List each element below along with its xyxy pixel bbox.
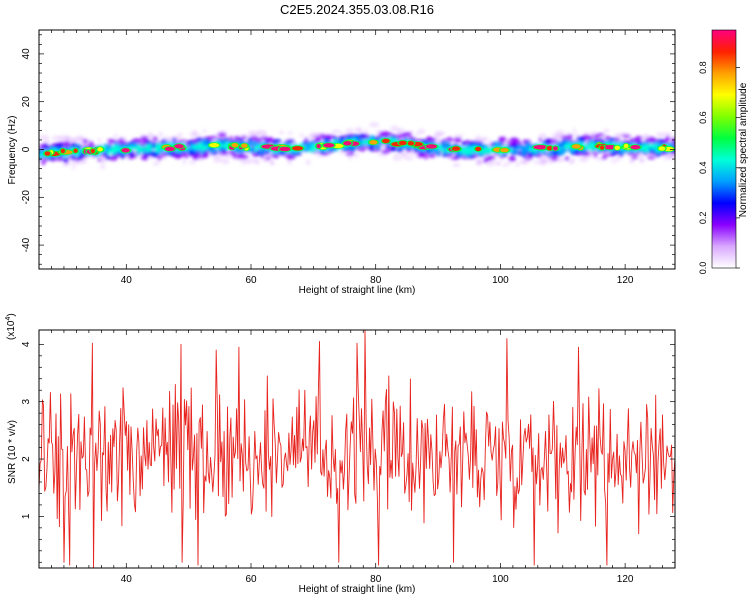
- snr-y-label: SNR (10 * v/v): [7, 420, 18, 484]
- figure-title: C2E5.2024.355.03.08.R16: [280, 2, 434, 17]
- spectrogram-band: [39, 122, 675, 170]
- spectrogram-y-tick-label: -40: [21, 237, 32, 252]
- spectrogram-x-tick-label: 120: [617, 275, 634, 286]
- spectrogram-x-tick-label: 100: [492, 275, 509, 286]
- snr-y-tick-label: 3: [21, 398, 32, 404]
- snr-x-axis: 40 60 80 100 120: [38, 330, 676, 585]
- spectrogram-y-tick-label: 40: [21, 48, 32, 60]
- snr-x-tick-label: 40: [121, 574, 133, 585]
- spectrogram-y-label: Frequency (Hz): [7, 116, 18, 185]
- spectrogram-y-tick-label: 20: [21, 96, 32, 108]
- colorbar: 0.0 0.2 0.4 0.6 0.8 Normalized spectral ampl…: [698, 29, 749, 274]
- snr-x-tick-label: 100: [492, 574, 509, 585]
- snr-x-tick-label: 60: [245, 574, 257, 585]
- snr-x-label: Height of straight line (km): [299, 584, 416, 595]
- spectrogram-y-tick-label: 0: [21, 146, 32, 152]
- snr-x-tick-label: 80: [370, 574, 382, 585]
- spectrogram-x-tick-label: 40: [121, 275, 133, 286]
- spectrogram-y-tick-label: -20: [21, 190, 32, 205]
- spectrogram-x-label: Height of straight line (km): [299, 285, 416, 296]
- snr-y-tick-label: 4: [21, 341, 32, 347]
- spectrogram-y-axis: -40 -20 0 20 40: [21, 34, 675, 265]
- spectrogram-x-axis: 40 60 80 100 120: [38, 30, 676, 286]
- spectrogram-x-tick-label: 80: [370, 275, 382, 286]
- colorbar-label: Normalized spectral amplitude: [738, 82, 749, 217]
- snr-frame: [38, 329, 676, 569]
- colorbar-tick-label: 0.6: [698, 111, 708, 124]
- colorbar-tick-label: 0.4: [698, 162, 708, 175]
- svg-text:(x104): (x104): [5, 313, 17, 340]
- snr-scale-base: (x10: [6, 320, 17, 340]
- snr-scale-exp: 4: [5, 317, 12, 321]
- spectrogram-x-tick-label: 60: [245, 275, 257, 286]
- colorbar-tick-label: 0.8: [698, 61, 708, 74]
- colorbar-tick-label: 0.2: [698, 212, 708, 225]
- snr-x-tick-label: 120: [617, 574, 634, 585]
- snr-scale-label: (x104): [5, 313, 17, 340]
- snr-y-tick-label: 1: [21, 513, 32, 519]
- spectrogram-panel: 40 60 80 100 120 -40 -20 0 20 40 Height of strai…: [7, 29, 676, 296]
- colorbar-gradient: [711, 29, 737, 269]
- snr-series-line: [39, 330, 675, 568]
- snr-y-tick-label: 2: [21, 456, 32, 462]
- colorbar-tick-label: 0.0: [698, 262, 708, 275]
- colorbar-ticks: 0.0 0.2 0.4 0.6 0.8: [698, 61, 740, 274]
- snr-panel: 40 60 80 100 120 1 2 3 4 Height of straight lin…: [5, 313, 676, 595]
- snr-y-axis: 1 2 3 4: [21, 341, 675, 563]
